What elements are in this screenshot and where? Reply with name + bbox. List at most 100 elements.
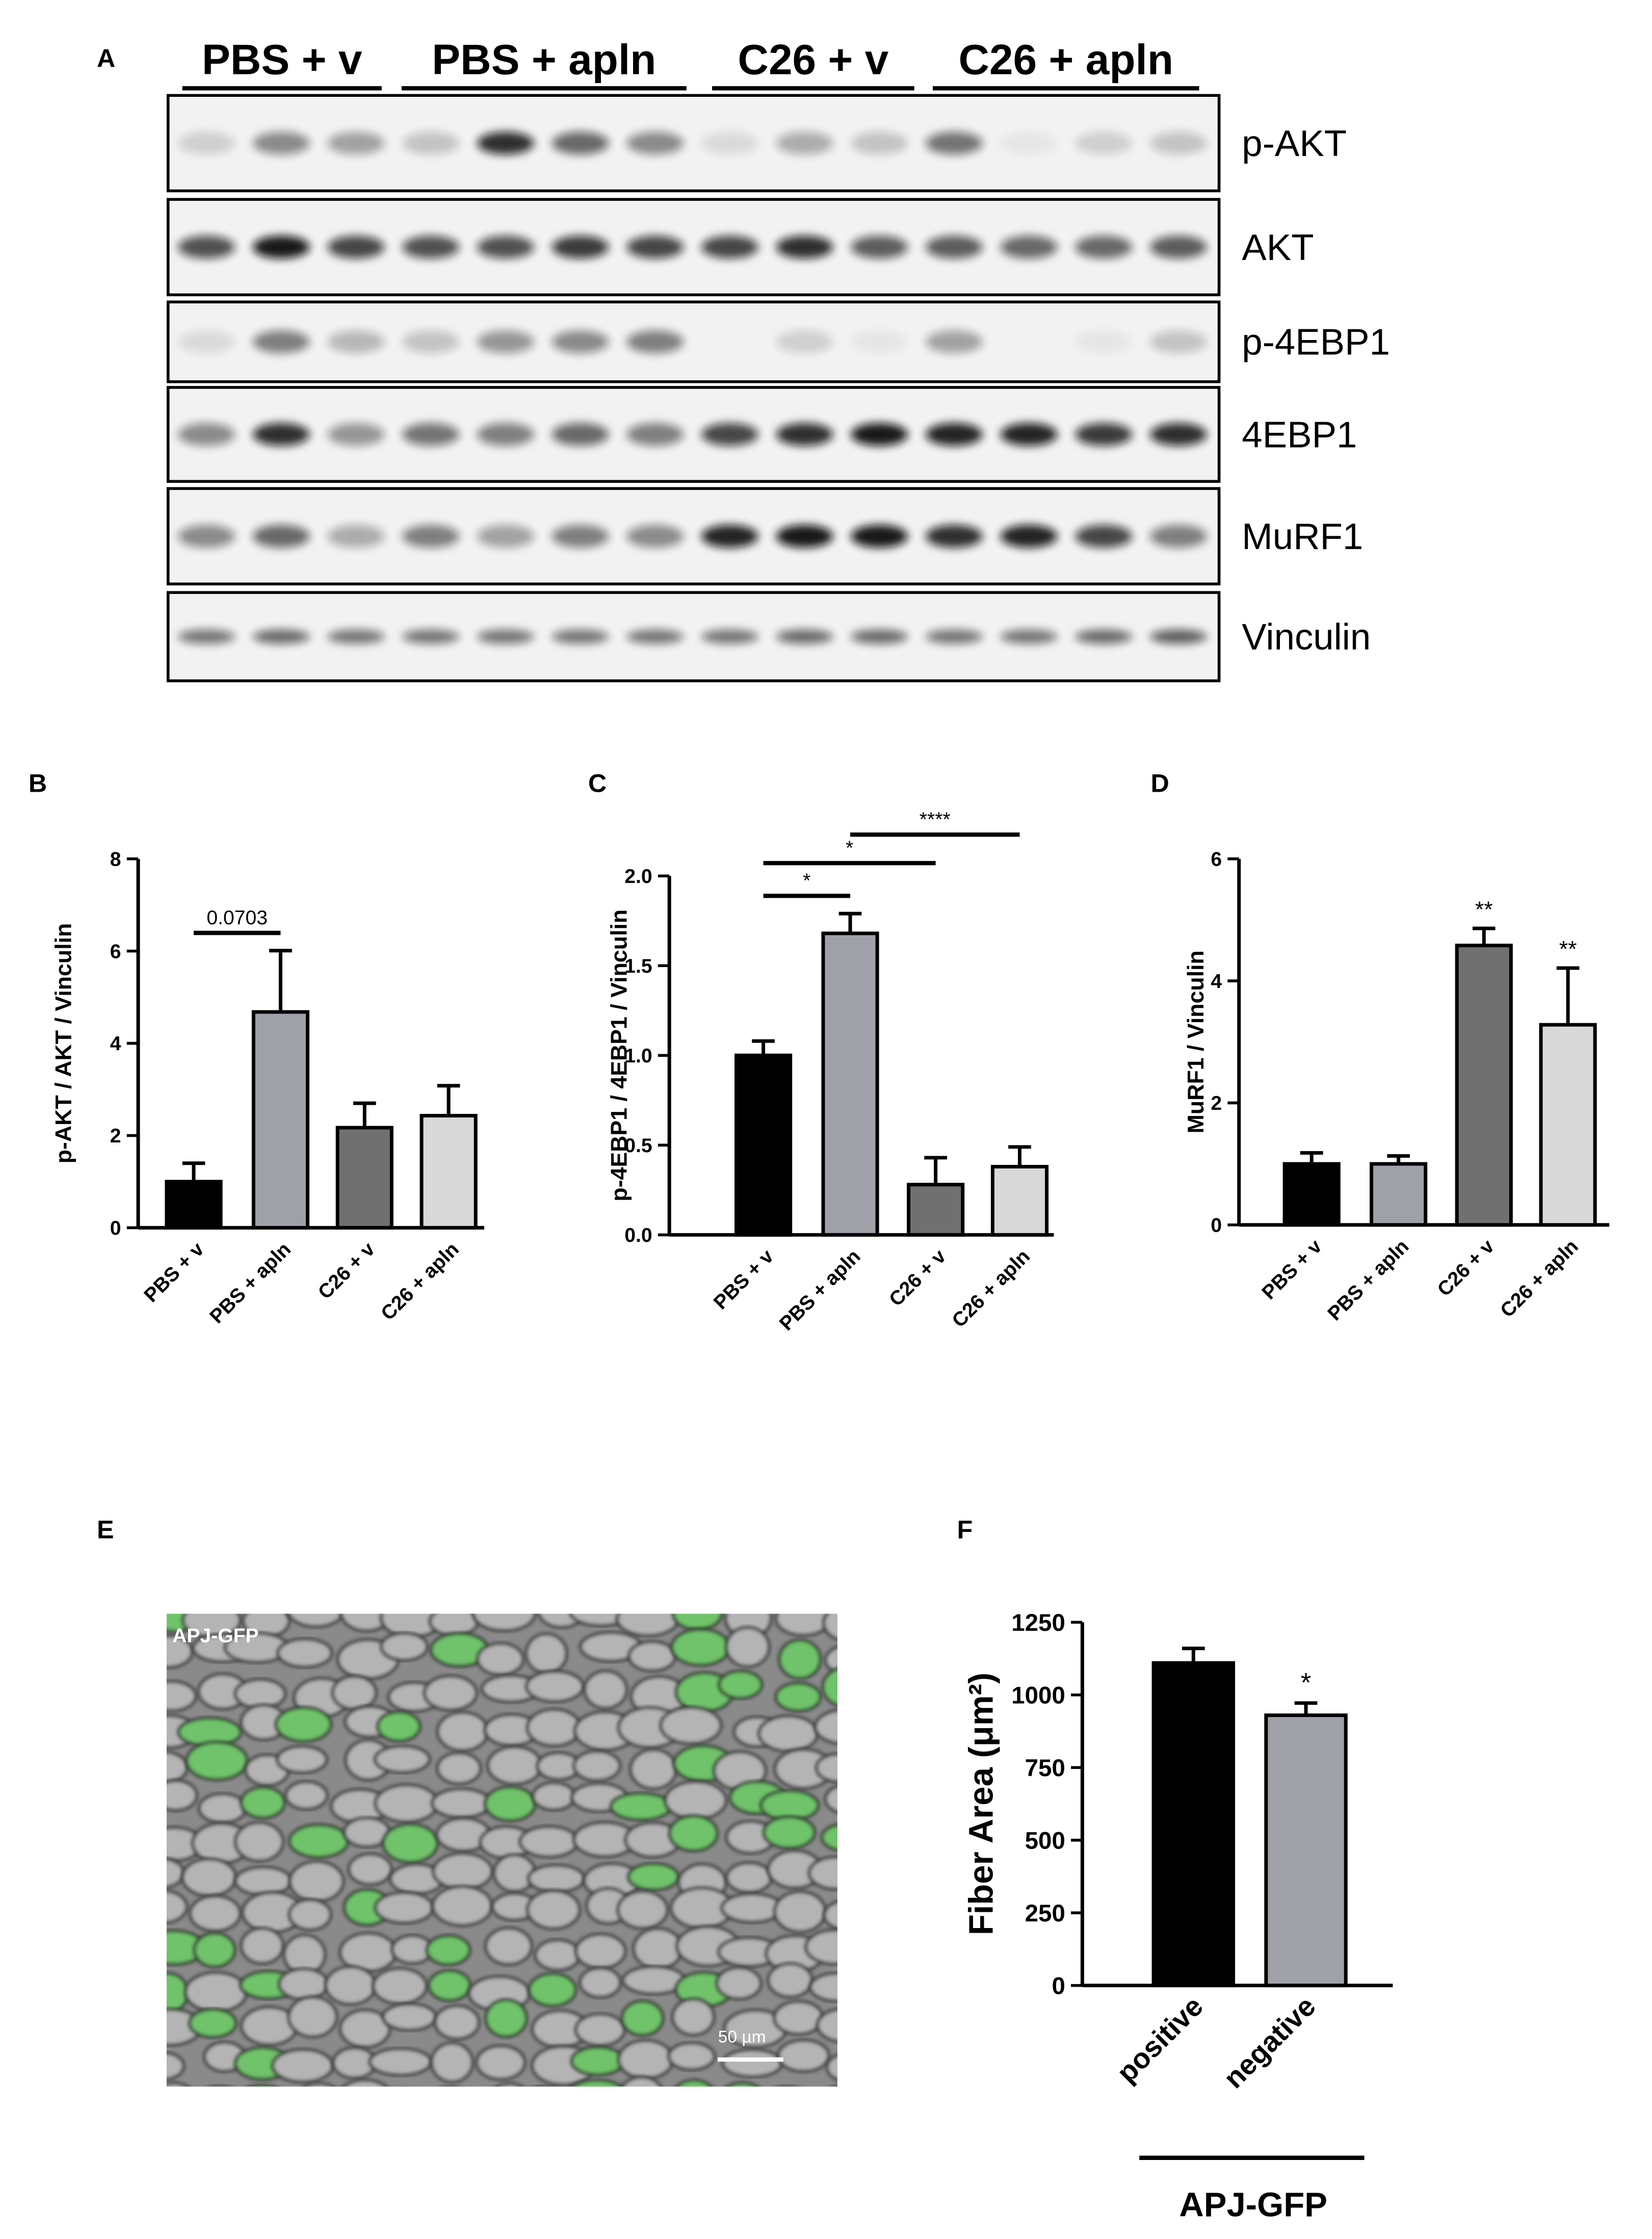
- fiber: [629, 1748, 678, 1790]
- fiber: [287, 1613, 345, 1628]
- blot-band: [402, 525, 460, 548]
- bar: [734, 1053, 793, 1237]
- protein-label: 4EBP1: [1242, 414, 1357, 455]
- y-tick-label: 2.0: [624, 866, 652, 888]
- blot-band: [851, 525, 908, 548]
- y-axis-label: p-4EBP1 / 4EBP1 / Vinculin: [607, 909, 632, 1202]
- fiber: [821, 1667, 837, 1707]
- significance-label: *: [803, 870, 810, 892]
- blot-panel: [166, 591, 1221, 683]
- fiber: [185, 1740, 249, 1781]
- blot-band: [776, 525, 833, 548]
- x-tick-label: C26 + v: [885, 1245, 950, 1311]
- fiber: [166, 1972, 190, 2014]
- fiber: [288, 1823, 350, 1859]
- bar: [1539, 1023, 1597, 1227]
- blot-band: [1150, 525, 1207, 548]
- blot-band: [552, 423, 609, 446]
- fiber: [569, 1613, 633, 1627]
- blot-band: [327, 132, 385, 155]
- fiber: [434, 2004, 480, 2040]
- fiber: [339, 2009, 391, 2049]
- fiber: [725, 2081, 759, 2087]
- y-tick-label: 1250: [1011, 1609, 1065, 1636]
- fiber: [198, 1792, 247, 1824]
- fiber: [338, 1932, 398, 1973]
- fiber: [284, 1780, 329, 1811]
- blot-band: [1075, 629, 1133, 644]
- blot-band: [1150, 132, 1207, 155]
- bar: [1370, 1162, 1428, 1227]
- blot-band: [327, 423, 385, 446]
- blot-band: [402, 236, 460, 259]
- blot-band: [1000, 629, 1058, 644]
- blot-band: [776, 330, 833, 353]
- blot-band: [926, 525, 983, 548]
- fiber: [809, 1972, 837, 2002]
- y-tick-label: 2: [110, 1125, 121, 1147]
- fiber: [486, 1746, 543, 1785]
- fiber: [822, 1613, 837, 1641]
- x-tick-label: positive: [1110, 1990, 1209, 2089]
- blot-band: [851, 236, 908, 259]
- blot-band: [178, 525, 235, 548]
- fiber: [823, 1900, 837, 1930]
- blot-band: [701, 236, 758, 259]
- fiber: [278, 1967, 329, 2001]
- fiber: [534, 1939, 581, 1971]
- blot-band: [701, 132, 758, 155]
- x-tick-label: C26 + apln: [1496, 1235, 1583, 1322]
- fiber: [617, 2039, 674, 2080]
- x-tick-label: C26 + apln: [377, 1238, 463, 1325]
- blot-band: [776, 423, 833, 446]
- blot-band: [1000, 236, 1058, 259]
- fiber: [166, 1889, 188, 1924]
- x-tick-label: PBS + v: [710, 1245, 778, 1314]
- fiber: [672, 1613, 723, 1631]
- blot-band: [926, 629, 983, 644]
- fiber: [431, 1787, 492, 1819]
- blot-panel: [166, 198, 1221, 297]
- fiber: [166, 1857, 185, 1889]
- blot-band: [252, 132, 310, 155]
- fiber: [324, 1965, 377, 2006]
- fiber: [166, 1680, 197, 1712]
- fiber: [475, 2044, 527, 2081]
- blot-panel: [166, 487, 1221, 586]
- fiber: [303, 2082, 335, 2087]
- fiber: [574, 1933, 627, 1970]
- fiber: [381, 1823, 439, 1864]
- fiber: [610, 1792, 672, 1821]
- fiber: [632, 1927, 684, 1970]
- fiber: [757, 1714, 819, 1753]
- y-tick-label: 0.5: [624, 1135, 652, 1157]
- significance-label: *: [1301, 1668, 1312, 1698]
- fiber: [193, 1932, 237, 1968]
- fiber: [339, 1613, 394, 1632]
- fiber: [348, 1853, 393, 1886]
- blot-band: [178, 236, 235, 259]
- fiber: [240, 1926, 284, 1965]
- fiber: [774, 1613, 832, 1636]
- blot-band: [477, 629, 534, 644]
- blot-band: [1075, 525, 1133, 548]
- blot-band: [477, 423, 534, 446]
- panel-label: E: [97, 1515, 114, 1544]
- bar: [419, 1114, 478, 1230]
- protein-label: p-AKT: [1242, 123, 1347, 164]
- blot-band: [552, 132, 609, 155]
- blot-band: [626, 423, 684, 446]
- group-label: C26 + v: [738, 35, 888, 83]
- bar: [1264, 1713, 1348, 1988]
- y-tick-label: 250: [1025, 1900, 1065, 1927]
- fiber: [572, 1750, 621, 1782]
- fiber: [444, 2086, 456, 2087]
- blot-band: [1150, 423, 1207, 446]
- blot-band: [701, 525, 758, 548]
- x-tick-label: PBS + v: [140, 1238, 208, 1307]
- fiber: [773, 1890, 827, 1933]
- fiber: [181, 1858, 238, 1897]
- blot-band: [926, 236, 983, 259]
- blot-band: [776, 629, 833, 644]
- blot-band: [327, 525, 385, 548]
